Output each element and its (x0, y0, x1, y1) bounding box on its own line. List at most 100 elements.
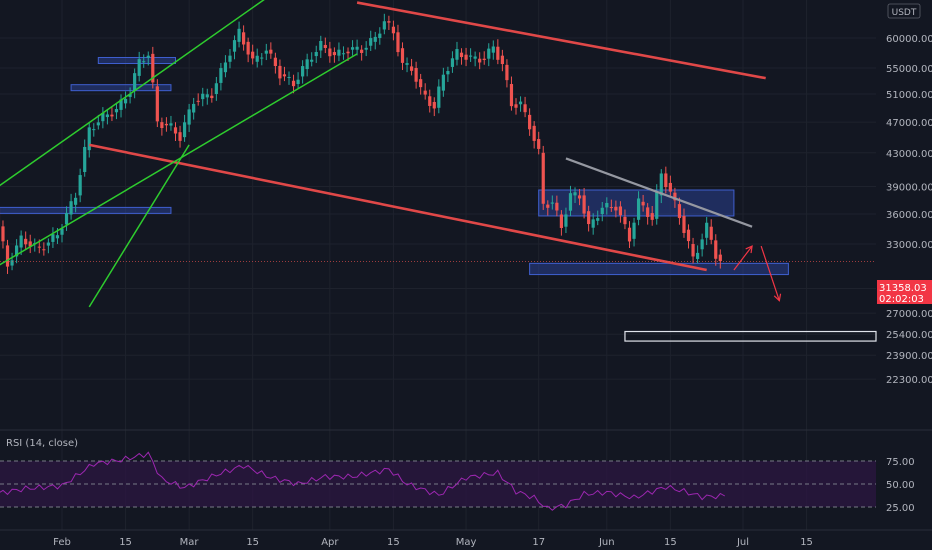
rsi-level-label: 50.00 (886, 480, 915, 491)
candle-body (414, 67, 418, 82)
candle-body (400, 48, 405, 63)
candle-body (187, 109, 191, 125)
candle-body (464, 54, 468, 60)
candle-body (119, 99, 123, 110)
candle-body (273, 57, 277, 67)
last-price-value: 31358.03 (879, 283, 927, 294)
candle-body (532, 125, 536, 141)
red-trend-line (88, 143, 707, 272)
candle-body (151, 53, 155, 83)
price-tick-label: 55000.00 (886, 64, 932, 75)
candle-body (423, 90, 427, 95)
candle-body (550, 202, 554, 204)
candle-body (437, 86, 441, 108)
rsi-level-label: 75.00 (886, 457, 915, 468)
time-tick-label: 15 (119, 537, 132, 548)
projection-arrows (733, 245, 782, 302)
price-tick-label: 33000.00 (886, 240, 932, 251)
time-axis[interactable]: Feb 15 Mar 15 Apr 15 May 17 Jun 15 Jul 15 (53, 537, 813, 548)
candle-body (19, 235, 23, 248)
candle-body (482, 58, 486, 60)
rsi-level-label: 25.00 (886, 503, 915, 514)
candle-body (314, 52, 318, 57)
candle-body (310, 59, 314, 62)
time-tick-label: 15 (246, 537, 259, 548)
candle-body (537, 139, 541, 149)
candle-body (301, 66, 305, 77)
candle-body (1, 226, 5, 242)
candle-body (500, 55, 504, 65)
rsi-title[interactable]: RSI (14, close) (6, 438, 78, 449)
currency-label: USDT (892, 8, 917, 18)
candle-body (696, 252, 700, 259)
candle-body (78, 175, 82, 196)
candle-body (369, 38, 373, 46)
candle-body (605, 202, 609, 208)
candle-body (650, 213, 654, 220)
candle-body (28, 241, 32, 247)
candle-body (591, 219, 595, 228)
time-tick-label: 15 (800, 537, 813, 548)
candle-body (382, 21, 386, 30)
candle-body (655, 191, 659, 219)
price-zone (97, 56, 176, 64)
price-zone (538, 189, 735, 217)
candle-body (682, 215, 686, 233)
candle-body (378, 33, 382, 38)
time-tick-label: May (456, 537, 477, 548)
time-tick-label: 17 (532, 537, 545, 548)
candle-body (705, 222, 709, 238)
candle-body (219, 68, 223, 83)
candle-body (341, 53, 346, 55)
currency-badge[interactable]: USDT (887, 3, 921, 19)
candle-body (42, 249, 46, 251)
candle-body (223, 62, 228, 73)
candle-body (69, 201, 73, 215)
projection-arrowhead (773, 293, 782, 302)
candle-body (659, 173, 663, 196)
rsi-axis: 75.00 50.00 25.00 (886, 457, 915, 514)
price-tick-label: 60000.00 (886, 34, 932, 45)
candle-body (133, 73, 137, 91)
candle-body (169, 123, 173, 126)
candle-body (364, 47, 368, 50)
candle-body (641, 201, 645, 206)
candle-body (332, 52, 336, 56)
candle-body (246, 41, 250, 55)
candle-body (123, 98, 128, 104)
candle-body (96, 122, 100, 126)
green-trend-line (0, 0, 265, 187)
price-zone (529, 262, 789, 276)
candle-body (478, 58, 482, 63)
candle-body (559, 214, 563, 228)
candle-body (142, 61, 146, 63)
candle-body (87, 127, 91, 151)
candle-body (196, 100, 200, 102)
candle-body (205, 94, 209, 98)
candle-body (664, 173, 668, 188)
candle-body (51, 234, 55, 242)
candle-body (419, 79, 423, 88)
price-zone (624, 330, 877, 342)
candle-body (160, 122, 164, 129)
candle-body (582, 195, 586, 214)
candle-body (646, 207, 650, 217)
candle-body (709, 226, 713, 240)
price-zone (70, 84, 172, 92)
candle-body (473, 56, 477, 59)
time-tick-label: 15 (387, 537, 400, 548)
candle-body (251, 51, 255, 59)
last-price-tag: 31358.03 02:02:03 (877, 280, 932, 305)
grey-trend-line (565, 157, 753, 228)
candle-body (110, 114, 114, 117)
candle-body (237, 28, 241, 42)
candle-body (101, 113, 105, 122)
candle-body (691, 244, 695, 257)
candle-body (441, 74, 445, 91)
candle-body (114, 109, 119, 113)
trend-lines (0, 0, 766, 308)
candle-body (46, 242, 50, 246)
price-tick-label: 36000.00 (886, 210, 932, 221)
candle-body (355, 46, 359, 50)
